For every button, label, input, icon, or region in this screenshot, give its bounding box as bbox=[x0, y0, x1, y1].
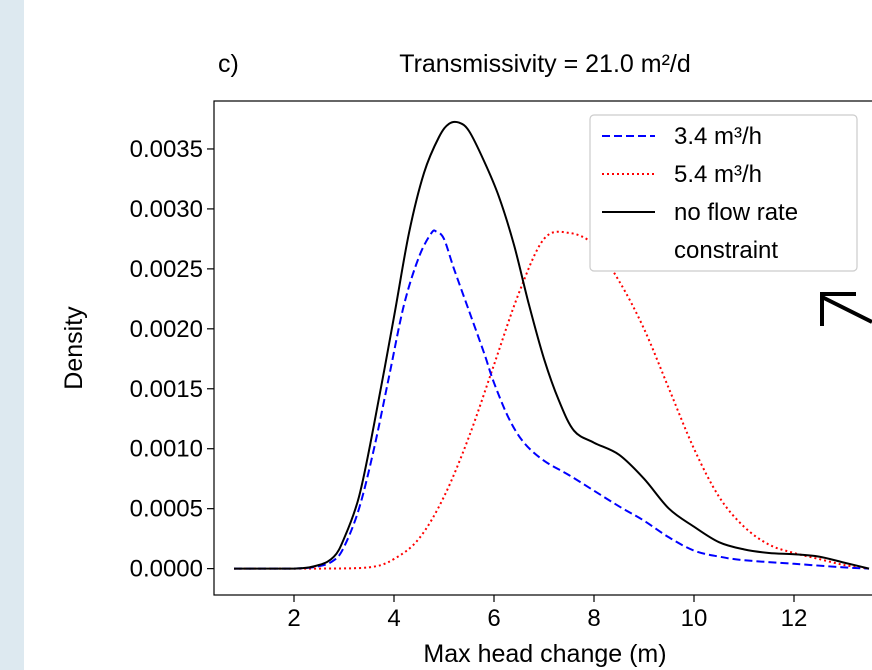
x-axis-label: Max head change (m) bbox=[423, 640, 666, 668]
legend-box bbox=[589, 114, 858, 272]
y-tick-label: 0.0025 bbox=[130, 256, 203, 283]
legend-label-no-flow-line1: no flow rate bbox=[674, 199, 798, 226]
x-tick-label: 10 bbox=[681, 605, 708, 632]
y-tick-label: 0.0030 bbox=[130, 196, 203, 223]
series-line-no-constraint bbox=[233, 120, 870, 570]
x-tick-label: 2 bbox=[287, 605, 300, 632]
x-tick-label: 8 bbox=[587, 605, 600, 632]
series-line-5.4 bbox=[233, 230, 870, 570]
annotation-arrow-icon bbox=[820, 292, 872, 326]
legend: 3.4 m³/h 5.4 m³/h no flow rate constrain… bbox=[589, 114, 858, 272]
legend-label-no-flow-line2: constraint bbox=[674, 237, 778, 264]
y-tick-label: 0.0035 bbox=[130, 136, 203, 163]
x-tick-label: 4 bbox=[387, 605, 400, 632]
side-strip bbox=[0, 0, 24, 670]
legend-label-5.4: 5.4 m³/h bbox=[674, 161, 762, 188]
series-layer bbox=[233, 120, 870, 570]
plot-frame bbox=[213, 100, 872, 596]
chart-title: Transmissivity = 21.0 m²/d bbox=[399, 50, 691, 78]
x-axis: 2468101214 bbox=[287, 595, 808, 632]
x-tick-label: 12 bbox=[781, 605, 808, 632]
y-tick-label: 0.0010 bbox=[130, 436, 203, 463]
y-tick-label: 0.0000 bbox=[130, 556, 203, 583]
y-tick-label: 0.0005 bbox=[130, 496, 203, 523]
series-line-3.4 bbox=[233, 229, 870, 570]
y-axis: 0.0000 0.0005 0.0010 0.0015 0.0020 0.0025 0.00… bbox=[130, 136, 214, 583]
x-tick-label: 6 bbox=[487, 605, 500, 632]
panel-letter: c) bbox=[218, 50, 239, 78]
y-tick-label: 0.0015 bbox=[130, 376, 203, 403]
y-axis-label: Density bbox=[60, 306, 88, 390]
legend-label-3.4: 3.4 m³/h bbox=[674, 123, 762, 150]
y-tick-label: 0.0020 bbox=[130, 316, 203, 343]
